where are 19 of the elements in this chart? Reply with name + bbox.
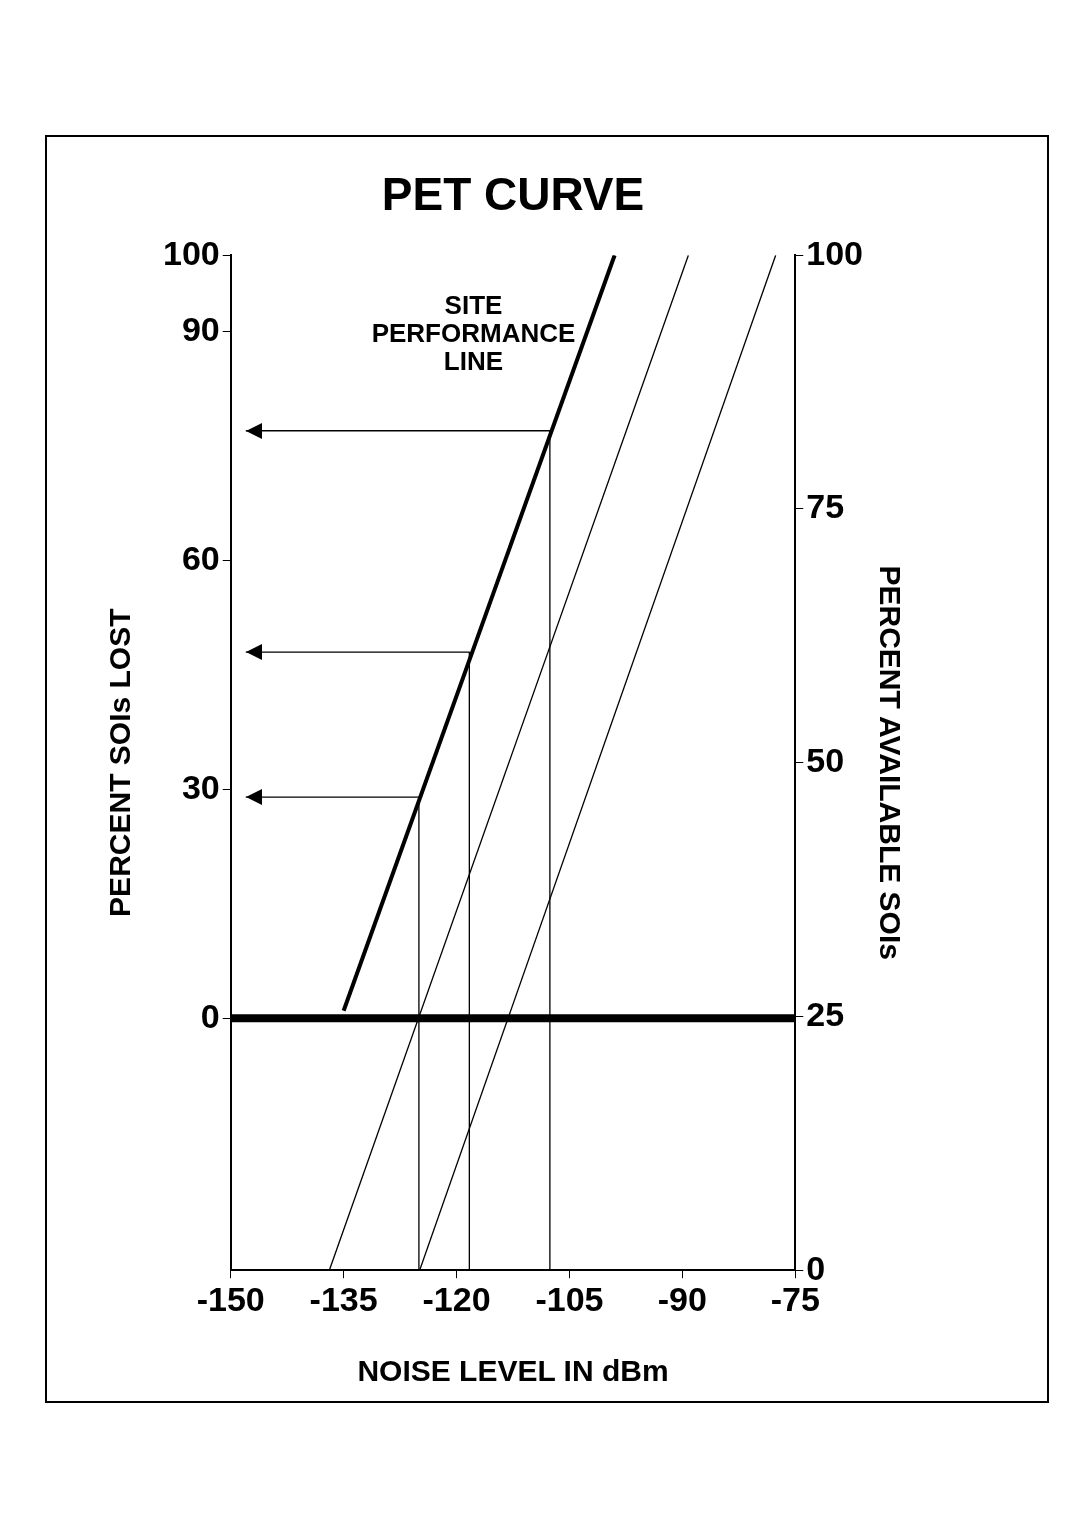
y-axis-title: PERCENT SOIs LOST — [103, 608, 137, 917]
x-tick-label: -120 — [422, 1279, 491, 1318]
y2-tick-label: 25 — [806, 994, 845, 1033]
y-tick-label: 0 — [200, 996, 220, 1035]
y2-tick-label: 75 — [806, 487, 845, 526]
x-tick-label: -150 — [196, 1279, 265, 1318]
x-axis-title: NOISE LEVEL IN dBm — [357, 1354, 669, 1388]
y-tick-label: 60 — [181, 538, 220, 577]
y2-tick-label: 50 — [806, 741, 845, 780]
y-tick-label: 100 — [162, 233, 220, 272]
annotation: SITE PERFORMANCE LINE — [371, 290, 576, 377]
x-tick-label: -90 — [657, 1279, 707, 1318]
y-tick-label: 30 — [181, 767, 220, 806]
y2-axis-title: PERCENT AVAILABLE SOIs — [873, 565, 907, 960]
y-tick-label: 90 — [181, 309, 220, 348]
y2-tick-label: 100 — [806, 233, 864, 272]
chart-title: PET CURVE — [381, 168, 645, 221]
x-tick-label: -135 — [309, 1279, 378, 1318]
x-tick-label: -105 — [535, 1279, 604, 1318]
